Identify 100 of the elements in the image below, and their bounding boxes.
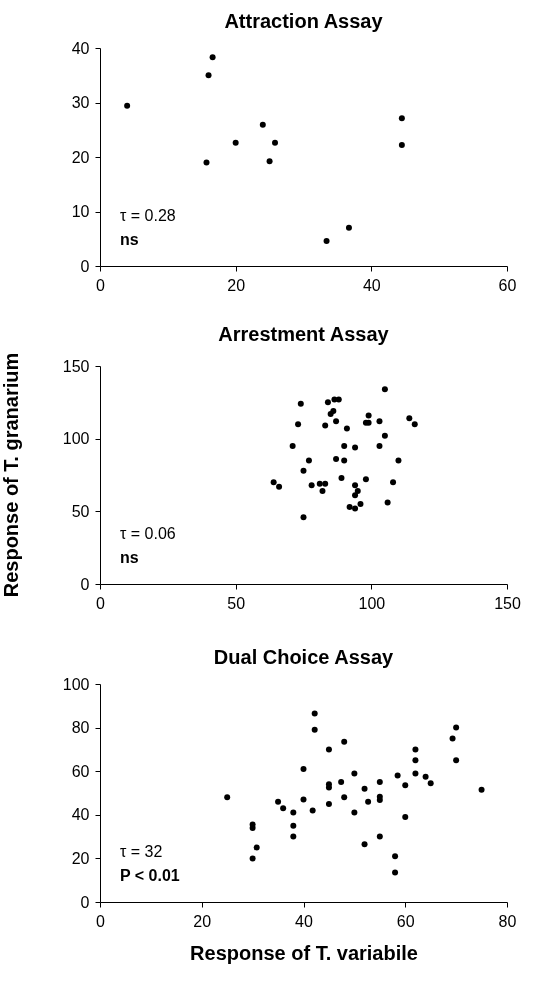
annotation: τ = 0.28 — [120, 207, 176, 224]
x-tick-label: 100 — [358, 594, 386, 612]
point — [232, 139, 239, 146]
point — [290, 833, 297, 840]
point — [333, 456, 340, 463]
chart-title: Dual Choice Assay — [213, 646, 395, 668]
point — [275, 798, 282, 805]
x-tick-label: 0 — [96, 594, 106, 612]
x-tick-label: 0 — [96, 276, 106, 294]
point — [478, 786, 485, 793]
point — [453, 724, 460, 731]
point — [249, 855, 256, 862]
point — [335, 396, 342, 403]
point — [324, 399, 331, 406]
y-tick-label: 50 — [71, 502, 90, 520]
x-tick-label: 20 — [193, 912, 212, 930]
annotation: ns — [120, 231, 139, 248]
point — [398, 115, 405, 122]
point — [280, 805, 287, 812]
point — [290, 809, 297, 816]
point — [352, 492, 359, 499]
point — [394, 772, 401, 779]
point — [341, 794, 348, 801]
point — [354, 487, 361, 494]
y-tick-label: 40 — [71, 39, 90, 57]
chart-title: Attraction Assay — [224, 10, 384, 32]
point — [209, 54, 216, 61]
point — [365, 412, 372, 419]
point — [300, 796, 307, 803]
y-tick-label: 20 — [71, 148, 90, 166]
y-tick-label: 80 — [71, 719, 90, 737]
point — [323, 237, 330, 244]
point — [362, 476, 369, 483]
point — [427, 780, 434, 787]
point — [411, 421, 418, 428]
point — [253, 844, 260, 851]
x-tick-label: 0 — [96, 912, 106, 930]
point — [341, 738, 348, 745]
point — [406, 415, 413, 422]
point — [365, 798, 372, 805]
point — [376, 418, 383, 425]
point — [322, 480, 329, 487]
point — [311, 726, 318, 733]
point — [361, 785, 368, 792]
x-tick-label: 40 — [295, 912, 313, 930]
x-tick-label: 20 — [227, 276, 246, 294]
point — [392, 853, 399, 860]
point — [351, 809, 358, 816]
point — [352, 444, 359, 451]
point — [412, 746, 419, 753]
point — [357, 501, 364, 508]
point — [390, 479, 397, 486]
point — [381, 386, 388, 393]
y-axis-title: Response of T. granarium — [0, 352, 22, 598]
y-tick-label: 0 — [80, 893, 90, 911]
point — [338, 474, 345, 481]
y-tick-label: 100 — [62, 675, 90, 693]
annotation: P < 0.01 — [120, 867, 180, 884]
point — [305, 457, 312, 464]
point — [300, 766, 307, 773]
point — [338, 779, 345, 786]
point — [361, 841, 368, 848]
point — [351, 770, 358, 777]
point — [325, 800, 332, 807]
x-tick-label: 60 — [498, 276, 517, 294]
point — [266, 158, 273, 165]
point — [395, 457, 402, 464]
point — [300, 467, 307, 474]
x-tick-label: 60 — [396, 912, 415, 930]
y-tick-label: 30 — [71, 94, 90, 111]
y-tick-label: 20 — [71, 849, 90, 867]
point — [402, 782, 409, 789]
point — [376, 833, 383, 840]
point — [449, 735, 456, 742]
annotation: τ = 32 — [120, 843, 163, 860]
y-tick-label: 150 — [62, 357, 90, 375]
chart-title: Arrestment Assay — [218, 322, 390, 345]
y-tick-label: 100 — [62, 430, 90, 448]
x-tick-label: 40 — [362, 276, 381, 294]
point — [203, 159, 210, 166]
point — [402, 813, 409, 820]
point — [308, 482, 315, 489]
x-axis-title: Response of T. variabile — [190, 941, 418, 964]
point — [412, 757, 419, 764]
point — [376, 779, 383, 786]
point — [311, 710, 318, 717]
point — [205, 72, 212, 79]
point — [309, 807, 316, 814]
y-tick-label: 10 — [71, 203, 90, 220]
point — [300, 514, 307, 521]
point — [319, 487, 326, 494]
point — [343, 425, 350, 432]
point — [325, 746, 332, 753]
point — [276, 483, 283, 490]
point — [289, 442, 296, 449]
point — [345, 224, 352, 231]
point — [398, 142, 405, 148]
point — [341, 442, 348, 449]
point — [341, 457, 348, 464]
point — [295, 421, 302, 428]
